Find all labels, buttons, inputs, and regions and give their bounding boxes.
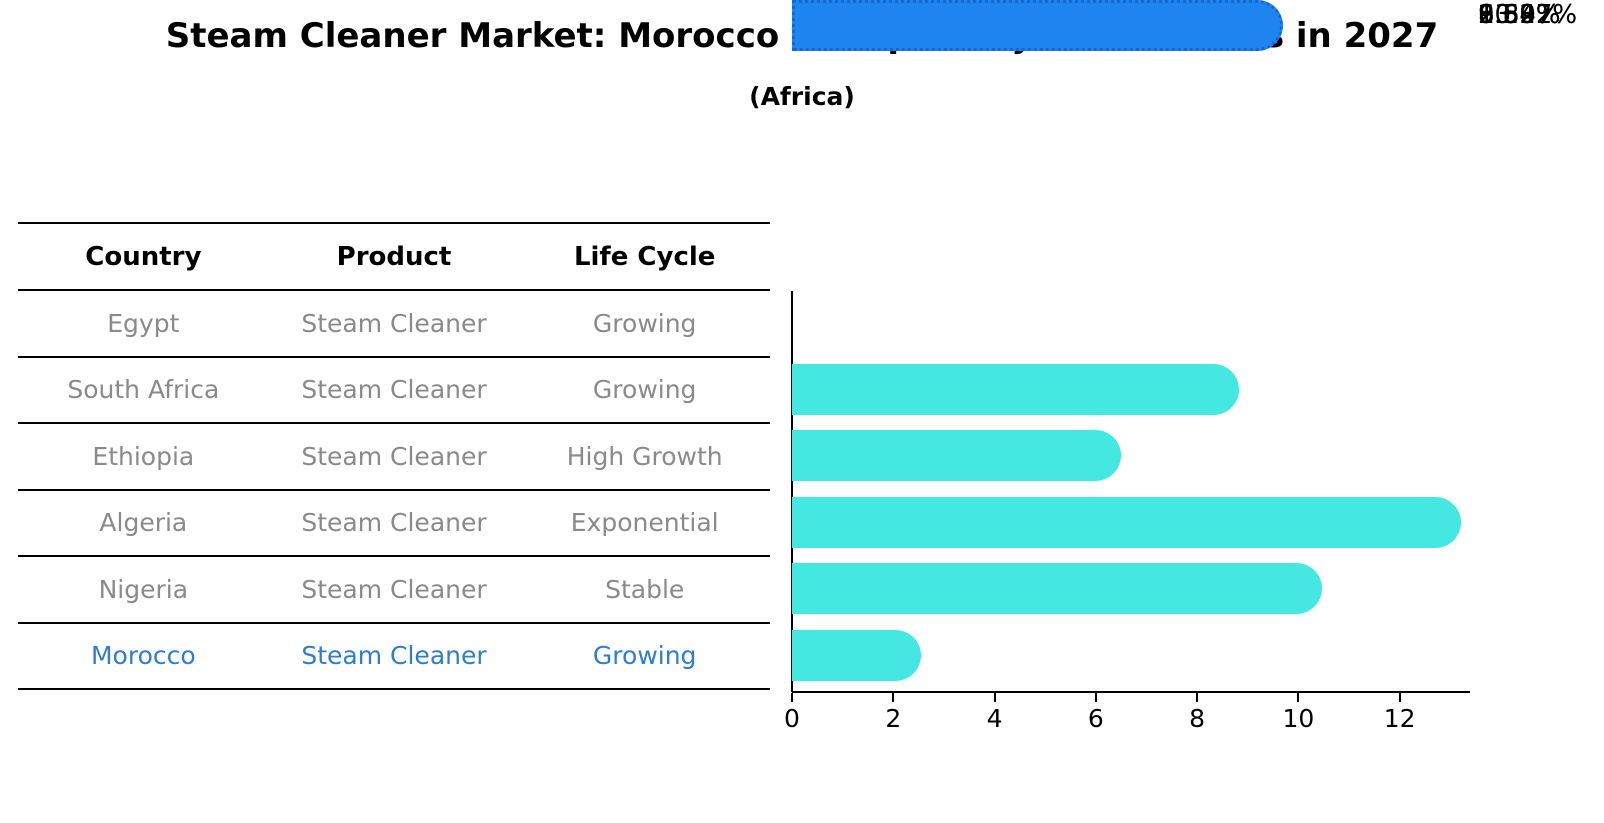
x-tick bbox=[1398, 693, 1401, 702]
table-row: Ethiopia Steam Cleaner High Growth bbox=[18, 424, 770, 491]
table-header-row: Country Product Life Cycle bbox=[18, 224, 770, 291]
x-tick-label: 6 bbox=[1087, 704, 1104, 733]
column-header-country: Country bbox=[85, 241, 202, 272]
cell-product: Steam Cleaner bbox=[301, 508, 487, 538]
x-tick-label: 2 bbox=[885, 704, 902, 733]
table-row-morocco: Morocco Steam Cleaner Growing bbox=[18, 624, 770, 690]
x-tick bbox=[892, 693, 895, 702]
value-label: 9.69% bbox=[1478, 0, 1561, 30]
cell-country: Ethiopia bbox=[92, 441, 195, 471]
bar-algeria bbox=[792, 563, 1323, 614]
bar-morocco bbox=[792, 0, 1283, 51]
column-header-life-cycle: Life Cycle bbox=[573, 241, 716, 272]
cell-country: Egypt bbox=[107, 308, 180, 338]
cell-country: Algeria bbox=[99, 508, 188, 538]
cell-country: South Africa bbox=[67, 375, 220, 405]
x-tick bbox=[791, 693, 793, 702]
bar-ethiopia bbox=[792, 496, 1462, 548]
value-label: 8.83% bbox=[1478, 0, 1561, 30]
cell-life-cycle: Exponential bbox=[570, 508, 719, 538]
cell-product: Steam Cleaner bbox=[301, 641, 487, 671]
country-table: Country Product Life Cycle Egypt Steam C… bbox=[18, 222, 770, 690]
value-label: 13.22% bbox=[1478, 0, 1578, 30]
cell-product: Steam Cleaner bbox=[301, 574, 487, 604]
cell-product: Steam Cleaner bbox=[301, 375, 487, 405]
cell-life-cycle: Growing bbox=[592, 308, 697, 338]
x-tick bbox=[1094, 693, 1097, 702]
x-tick-label: 8 bbox=[1189, 704, 1206, 733]
cell-life-cycle: Stable bbox=[605, 574, 685, 604]
cell-product: Steam Cleaner bbox=[301, 441, 487, 471]
column-header-product: Product bbox=[336, 241, 452, 272]
table-row: Algeria Steam Cleaner Exponential bbox=[18, 491, 770, 557]
table-row: Nigeria Steam Cleaner Stable bbox=[18, 557, 770, 624]
cell-country: Morocco bbox=[90, 641, 196, 671]
table-row: South Africa Steam Cleaner Growing bbox=[18, 358, 770, 424]
x-tick-label: 12 bbox=[1383, 704, 1416, 733]
table-row: Egypt Steam Cleaner Growing bbox=[18, 291, 770, 358]
value-label: 6.50% bbox=[1478, 0, 1561, 30]
x-tick-label: 10 bbox=[1282, 704, 1315, 733]
cell-life-cycle: Growing bbox=[592, 641, 697, 671]
bar-nigeria bbox=[792, 629, 921, 681]
cell-country: Nigeria bbox=[98, 574, 189, 604]
x-tick bbox=[1297, 693, 1300, 702]
x-axis bbox=[792, 691, 1470, 693]
x-tick bbox=[993, 693, 996, 702]
x-tick-label: 0 bbox=[784, 704, 800, 733]
cell-product: Steam Cleaner bbox=[301, 308, 487, 338]
bar-egypt bbox=[792, 363, 1240, 415]
y-axis-spine bbox=[791, 291, 793, 692]
chart-subtitle: (Africa) bbox=[749, 82, 855, 111]
x-tick-label: 4 bbox=[986, 704, 1003, 733]
cell-life-cycle: Growing bbox=[592, 375, 697, 405]
x-tick bbox=[1196, 693, 1199, 702]
cell-life-cycle: High Growth bbox=[566, 441, 723, 471]
bar-south-africa bbox=[792, 430, 1122, 481]
value-label: 10.47% bbox=[1478, 0, 1578, 30]
value-label: 2.54% bbox=[1478, 0, 1561, 30]
